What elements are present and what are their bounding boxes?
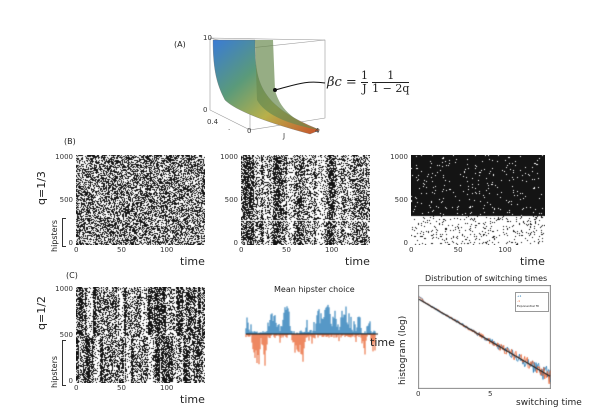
j-tick-0: 0: [247, 127, 252, 135]
formula-den2: 1 − 2q: [372, 82, 410, 95]
dist-x-tick-5: 5: [488, 390, 493, 398]
dist-title: Distribution of switching times: [425, 274, 548, 283]
j-tick-4: 4: [315, 127, 320, 135]
dist-x-tick-0: 0: [416, 390, 421, 398]
q-tick-0.4: 0.4: [207, 118, 219, 126]
dist-legend: +1 -1 Exponential fit: [515, 292, 549, 312]
x-tick: 100: [160, 246, 174, 254]
j-axis-label: J: [283, 132, 286, 140]
x-tick: 100: [325, 246, 339, 254]
x-tick: 100: [160, 384, 174, 392]
legend-fit: Exponential fit: [517, 304, 539, 308]
x-axis-label-time: time: [180, 393, 205, 406]
x-tick: 50: [117, 246, 126, 254]
surface-plot: [209, 37, 326, 135]
x-tick: 0: [409, 246, 414, 254]
formula-lhs: βc =: [327, 75, 357, 90]
y-tick: 0: [403, 239, 408, 247]
panel-c-label: (C): [66, 271, 78, 280]
hipsters-bracket-c: [62, 340, 66, 386]
raster-plot-b2: [241, 155, 370, 245]
x-tick: 0: [74, 384, 79, 392]
y-tick: 1000: [220, 153, 238, 161]
mean-choice-title: Mean hipster choice: [274, 285, 355, 294]
hipsters-label-c: hipsters: [50, 355, 59, 388]
z-tick-0: 0: [203, 106, 208, 114]
y-tick: 1000: [55, 285, 73, 293]
raster-plot-b1: [76, 155, 205, 245]
formula-den1: J: [362, 82, 367, 95]
raster-plot-c1: [76, 287, 205, 383]
x-axis-label-time: time: [345, 255, 370, 268]
row-label-q-1-2: q=1/2: [35, 296, 48, 330]
dist-ylabel: histogram (log): [398, 315, 408, 385]
row-label-q-1-3: q=1/3: [35, 171, 48, 205]
y-tick: 500: [59, 196, 73, 204]
legend-plus: +1: [517, 294, 522, 298]
y-tick: 0: [68, 377, 73, 385]
y-tick: 1000: [55, 153, 73, 161]
hipsters-label-b: hipsters: [50, 219, 59, 252]
panel-a-label: (A): [174, 40, 186, 49]
raster-plot-b3: [411, 155, 545, 245]
formula-num2: 1: [372, 70, 410, 83]
z-tick-10: 10: [203, 34, 212, 42]
x-tick: 100: [498, 246, 512, 254]
y-tick: 500: [59, 331, 73, 339]
legend-minus: -1: [517, 299, 520, 303]
dist-xlabel: switching time: [516, 398, 582, 408]
x-tick: 50: [453, 246, 463, 254]
x-tick: 50: [117, 384, 126, 392]
y-tick: 0: [68, 239, 73, 247]
panel-b-label: (B): [64, 137, 76, 146]
q-tick: .: [228, 124, 231, 132]
y-tick: 500: [394, 196, 408, 204]
y-tick: 0: [233, 239, 238, 247]
x-tick: 0: [74, 246, 79, 254]
y-tick: 1000: [390, 153, 408, 161]
hipsters-bracket-b: [62, 218, 66, 247]
formula-num1: 1: [360, 69, 368, 83]
mean-choice-xlabel: time: [370, 336, 395, 349]
x-tick: 50: [282, 246, 291, 254]
y-tick: 500: [224, 196, 238, 204]
mean-choice-plot: [244, 300, 384, 370]
x-axis-label-time: time: [180, 255, 205, 268]
x-tick: 0: [239, 246, 244, 254]
x-axis-label-time: time: [520, 255, 545, 268]
